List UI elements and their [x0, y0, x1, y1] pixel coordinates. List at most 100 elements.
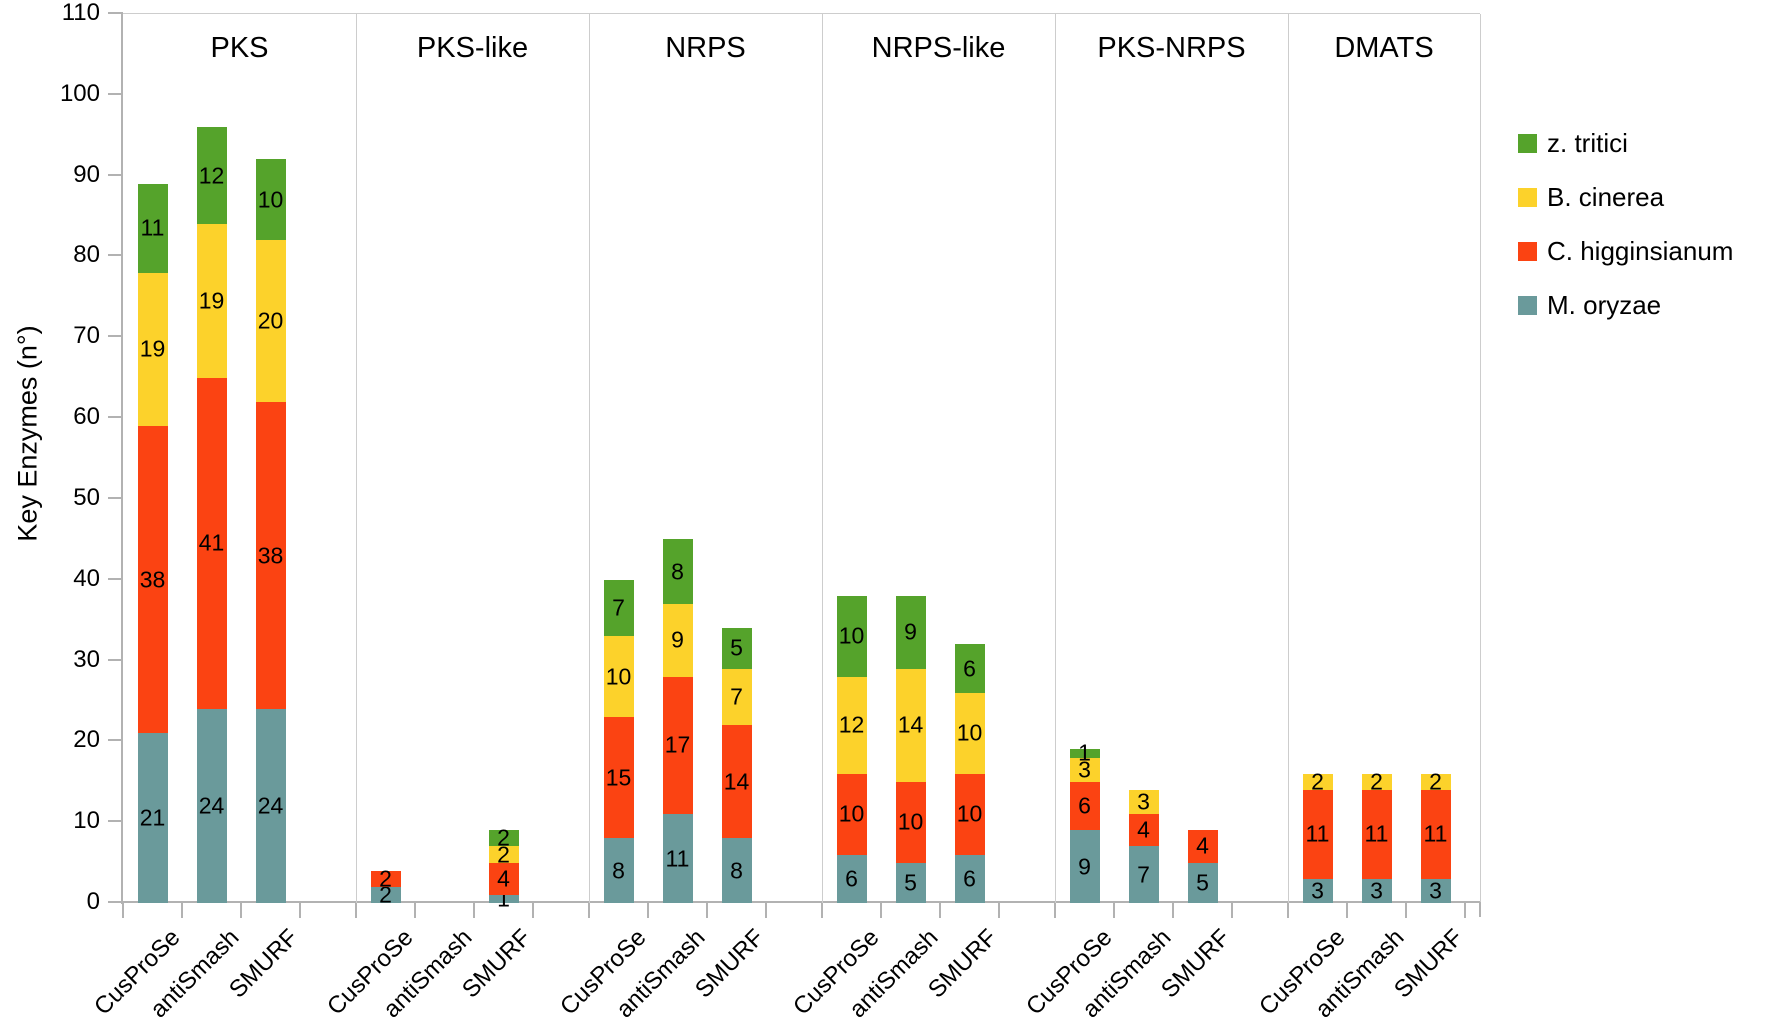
bar-segment-z-tritici: 9: [895, 595, 926, 669]
y-tick-label: 0: [86, 888, 100, 915]
legend-label: B. cinerea: [1547, 182, 1665, 212]
x-tick: [355, 903, 357, 918]
x-tick: [1231, 903, 1233, 918]
bar-segment-b-cinerea: 9: [662, 603, 693, 677]
x-tick: [1405, 903, 1407, 918]
x-tick: [998, 903, 1000, 918]
x-tick: [647, 903, 649, 918]
segment-value-label: 9: [904, 618, 917, 645]
segment-value-label: 10: [897, 808, 924, 835]
segment-value-label: 9: [671, 626, 684, 653]
x-tick: [414, 903, 416, 918]
segment-value-label: 5: [1196, 869, 1209, 896]
x-tick: [1346, 903, 1348, 918]
segment-value-label: 1: [1078, 739, 1091, 766]
segment-value-label: 11: [140, 214, 165, 241]
panel-nrps-like: NRPS-like 6 10 12 10 CusProSe 5 10 14 9 antiSmash 6…: [788, 14, 1056, 1023]
segment-value-label: 21: [139, 804, 166, 831]
bar-segment-c-higginsianum: 11: [1302, 789, 1333, 879]
panel-dmats: DMATS 3 11 2 CusProSe 3 11 2 antiSmash 3 11 2 SMURF: [1254, 14, 1481, 1023]
bar-segment-z-tritici: 10: [836, 595, 867, 677]
bar-segment-m-oryzae: 8: [721, 838, 752, 903]
x-axis-line: [121, 901, 1480, 903]
bar-segment-c-higginsianum: 38: [137, 426, 168, 734]
bar-segment-z-tritici: 6: [954, 644, 985, 693]
panel-pks-nrps: PKS-NRPS 9 6 3 1 CusProSe 7 4 3 antiSmash 5 4 SMURF: [1021, 14, 1289, 1023]
legend-item-b-cinerea: B. cinerea: [1518, 182, 1733, 213]
segment-value-label: 4: [1137, 816, 1150, 843]
bar-segment-z-tritici: 10: [255, 159, 286, 241]
panel-pks-like: PKS-like 2 2 CusProSe antiSmash 1 4 2 2 SMURF: [322, 14, 590, 1023]
segment-value-label: 10: [956, 719, 983, 746]
bar-segment-m-oryzae: 11: [662, 814, 693, 903]
bar-segment-c-higginsianum: 4: [1187, 830, 1218, 863]
x-tick: [1479, 902, 1481, 917]
x-tick: [880, 903, 882, 918]
segment-value-label: 3: [1370, 877, 1383, 904]
segment-value-label: 5: [730, 634, 743, 661]
y-tick: [108, 335, 123, 338]
segment-value-label: 10: [838, 800, 865, 827]
segment-value-label: 14: [897, 711, 924, 738]
bar-segment-c-higginsianum: 6: [1069, 781, 1100, 831]
segment-value-label: 17: [664, 731, 691, 758]
bar-segment-c-higginsianum: 11: [1361, 789, 1392, 879]
segment-value-label: 3: [1311, 877, 1324, 904]
y-tick-label: 80: [73, 241, 100, 269]
segment-value-label: 6: [963, 865, 976, 892]
x-tick: [706, 903, 708, 918]
x-tick: [532, 903, 534, 918]
y-tick-label: 30: [73, 645, 100, 673]
segment-value-label: 8: [671, 558, 684, 585]
x-tick: [240, 903, 242, 918]
y-tick-label: 100: [59, 79, 100, 107]
bar-segment-z-tritici: 1: [1069, 741, 1100, 764]
x-tick: [1054, 903, 1056, 918]
bar-segment-c-higginsianum: 10: [836, 773, 867, 855]
x-tick: [299, 903, 301, 918]
legend-color-chip: [1518, 296, 1537, 315]
bar-segment-m-oryzae: 24: [255, 709, 286, 903]
segment-value-label: 2: [1311, 768, 1324, 795]
bar-segment-m-oryzae: 5: [895, 862, 926, 903]
segment-value-label: 12: [838, 711, 865, 738]
bar-segment-m-oryzae: 6: [836, 854, 867, 903]
segment-value-label: 6: [845, 865, 858, 892]
bar-segment-c-higginsianum: 38: [255, 401, 286, 710]
segment-value-label: 2: [1429, 768, 1442, 795]
segment-value-label: 2: [379, 865, 392, 892]
segment-value-label: 2: [1370, 768, 1383, 795]
bar-segment-m-oryzae: 3: [1361, 877, 1392, 904]
bar-segment-b-cinerea: 7: [721, 668, 752, 726]
bar-segment-b-cinerea: 19: [137, 272, 168, 427]
bar-segment-m-oryzae: 9: [1069, 830, 1100, 903]
plot-area: PKS 21 38 19 11 CusProSe 24 41 19 12 antiSmash 24 38…: [89, 13, 1481, 1023]
segment-value-label: 19: [198, 287, 225, 314]
x-tick: [181, 903, 183, 918]
y-tick: [108, 254, 123, 257]
bar-segment-c-higginsianum: 11: [1420, 789, 1451, 879]
segment-value-label: 3: [1429, 877, 1442, 904]
bar-segment-b-cinerea: 10: [603, 636, 634, 718]
segment-value-label: 24: [198, 792, 225, 819]
segment-value-label: 11: [1364, 820, 1389, 847]
segment-value-label: 11: [665, 845, 690, 872]
segment-value-label: 6: [963, 655, 976, 682]
bar-segment-m-oryzae: 24: [196, 709, 227, 903]
y-tick-label: 110: [61, 0, 100, 26]
segment-value-label: 4: [497, 865, 510, 892]
x-tick: [1287, 903, 1289, 918]
bar-segment-c-higginsianum: 10: [954, 773, 985, 855]
segment-value-label: 14: [723, 768, 750, 795]
x-tick: [821, 903, 823, 918]
segment-value-label: 2: [379, 881, 392, 908]
x-tick: [588, 903, 590, 918]
bar-segment-z-tritici: 2: [488, 826, 519, 849]
bar-segment-m-oryzae: 3: [1420, 877, 1451, 904]
bar-segment-b-cinerea: 10: [954, 692, 985, 774]
group-label: NRPS-like: [871, 32, 1006, 64]
segment-value-label: 11: [1305, 820, 1330, 847]
legend-label: M. oryzae: [1547, 290, 1662, 320]
bar-segment-b-cinerea: 2: [1361, 770, 1392, 793]
